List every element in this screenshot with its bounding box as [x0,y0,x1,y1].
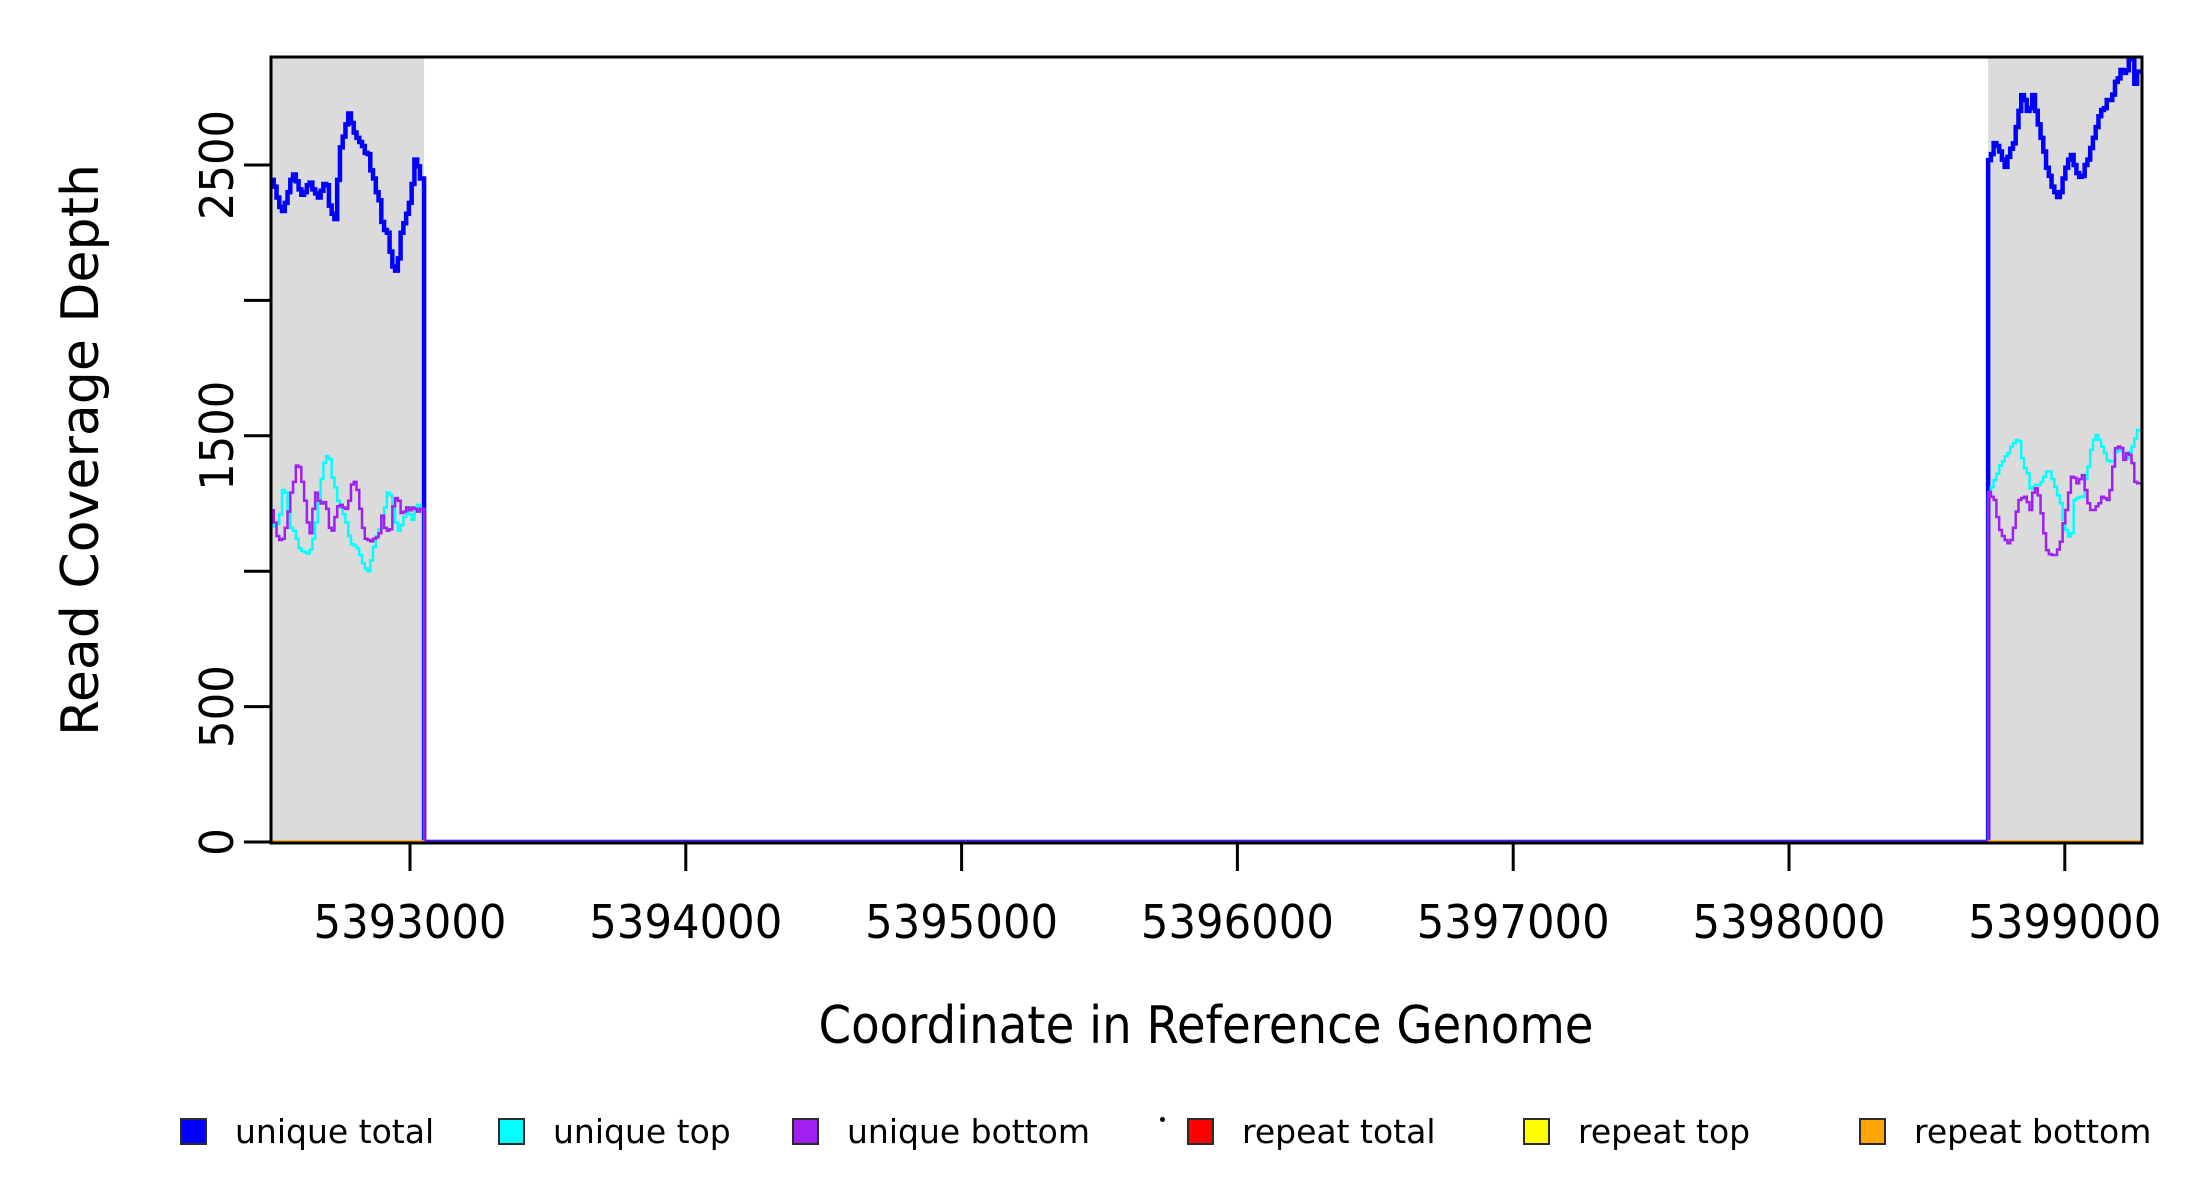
axis-tick-labels: 5393000 5394000 5395000 5396000 5397000 53980… [190,110,2161,949]
coverage-series [270,55,2142,845]
plot-frame [269,55,2144,845]
y-axis-title: Read Coverage Depth [51,164,111,736]
y-tick-label: 2500 [190,110,244,220]
y-tick-label: 500 [190,665,244,748]
x-tick-label: 5395000 [865,895,1058,949]
x-tick-label: 5394000 [589,895,782,949]
coverage-line-unique-top [270,428,2142,844]
x-tick-label: 5398000 [1693,895,1886,949]
highlight-regions [270,57,2143,843]
coverage-line-unique-bottom [270,445,2142,844]
x-tick-label: 5397000 [1417,895,1610,949]
x-tick-label: 5393000 [314,895,507,949]
x-tick-label: 5396000 [1141,895,1334,949]
x-tick-label: 5399000 [1968,895,2161,949]
y-tick-label: 1500 [190,381,244,491]
x-axis-title: Coordinate in Reference Genome [819,996,1594,1056]
coverage-line-unique-total [270,55,2142,845]
axis-ticks [244,163,2067,871]
repeat-region-highlight [1988,57,2143,843]
y-tick-label: 0 [190,828,244,856]
